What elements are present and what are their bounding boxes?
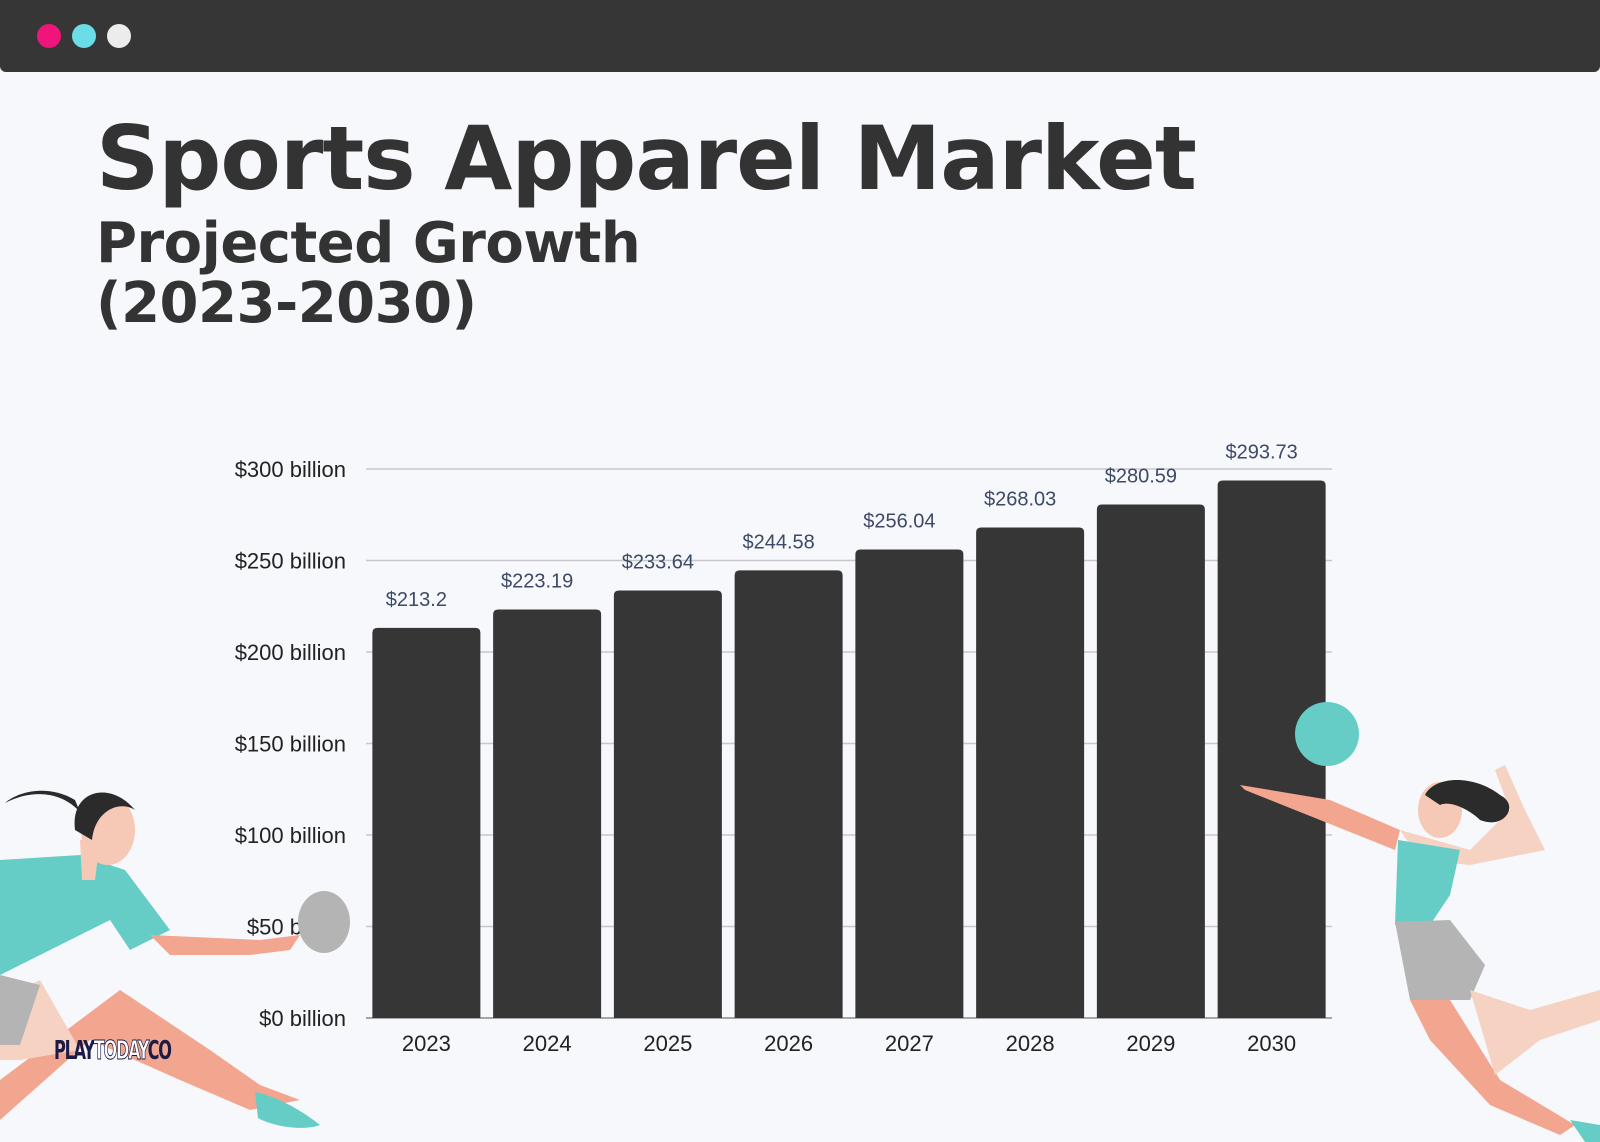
x-tick-label: 2028 xyxy=(1006,1031,1055,1056)
x-tick-label: 2030 xyxy=(1247,1031,1296,1056)
bar-value-label: $256.04 xyxy=(863,510,935,532)
bar-2024 xyxy=(493,609,602,1018)
bar-value-label: $233.64 xyxy=(622,551,694,573)
page-title: Sports Apparel Market xyxy=(96,107,1197,210)
x-tick-label: 2024 xyxy=(523,1031,572,1056)
x-tick-label: 2027 xyxy=(885,1031,934,1056)
subtitle-line-1: Projected Growth xyxy=(96,211,641,276)
bar-value-label: $213.2 xyxy=(386,589,447,611)
bar-2023 xyxy=(372,627,481,1018)
subtitle-line-2: (2023-2030) xyxy=(96,271,477,336)
x-tick-label: 2029 xyxy=(1126,1031,1175,1056)
x-tick-label: 2023 xyxy=(402,1031,451,1056)
bar-2029 xyxy=(1096,504,1205,1019)
bar-value-label: $223.19 xyxy=(501,571,573,593)
bar-2030 xyxy=(1217,480,1326,1018)
bar-value-label: $268.03 xyxy=(984,489,1056,511)
bar-2026 xyxy=(734,570,843,1018)
y-tick-label: $150 billion xyxy=(235,732,346,757)
bars xyxy=(372,480,1326,1019)
window-title-bar xyxy=(0,0,1600,72)
y-tick-label: $300 billion xyxy=(235,457,346,482)
page-subtitle: Projected Growth (2023-2030) xyxy=(96,211,641,336)
bar-value-label: $293.73 xyxy=(1225,441,1297,463)
x-tick-label: 2025 xyxy=(643,1031,692,1056)
bar-2025 xyxy=(613,590,722,1018)
x-tick-label: 2026 xyxy=(764,1031,813,1056)
brand-logo: PLAYTODAYCO xyxy=(54,1036,172,1067)
bar-value-label: $280.59 xyxy=(1105,466,1177,488)
y-tick-label: $200 billion xyxy=(235,640,346,665)
y-tick-label: $50 billion xyxy=(247,915,346,940)
minimize-dot-icon[interactable] xyxy=(72,24,96,48)
y-tick-label: $0 billion xyxy=(259,1006,346,1031)
y-tick-label: $250 billion xyxy=(235,549,346,574)
bar-value-label: $244.58 xyxy=(742,531,814,553)
y-tick-label: $100 billion xyxy=(235,823,346,848)
close-dot-icon[interactable] xyxy=(37,24,61,48)
bar-2027 xyxy=(855,549,964,1018)
maximize-dot-icon[interactable] xyxy=(107,24,131,48)
bar-2028 xyxy=(976,527,1085,1018)
